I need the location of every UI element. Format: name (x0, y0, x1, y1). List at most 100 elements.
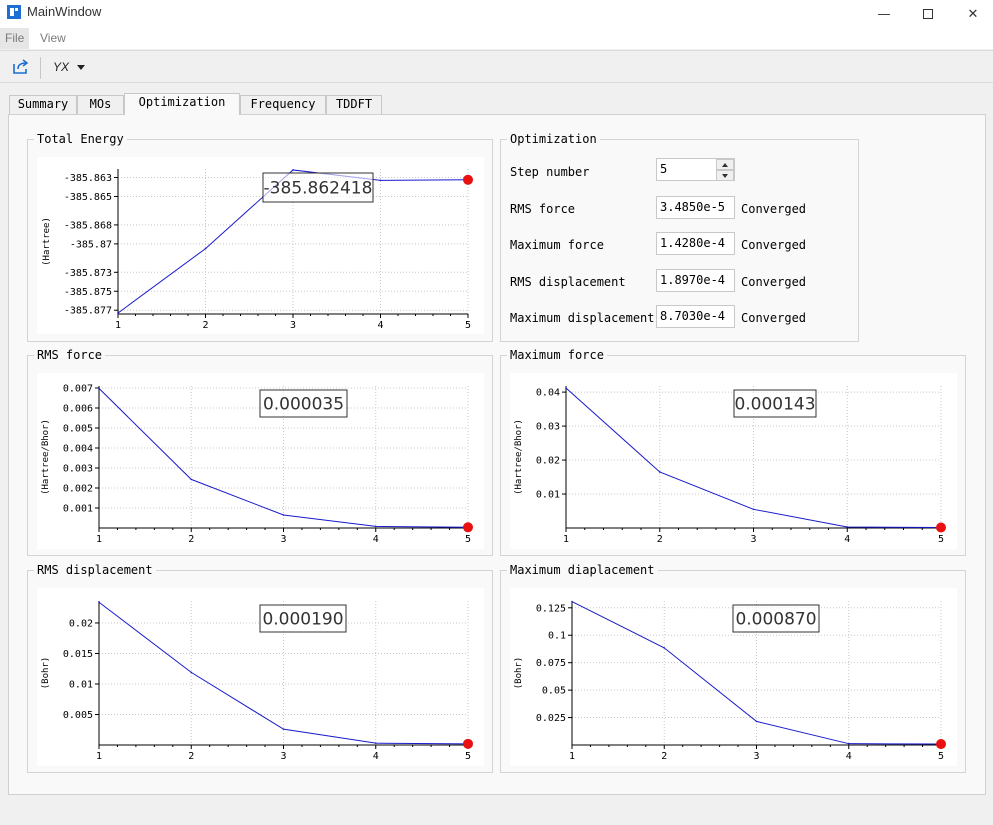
data-point (379, 179, 382, 182)
chart-title: RMS force (34, 348, 106, 362)
current-step-marker (936, 739, 946, 750)
value-annotation-box (262, 172, 374, 203)
maximum-displacement-group: Maximum diaplacement 1 2 3 4 5 0.125 0.1 0.075 0… (500, 563, 966, 773)
export-button[interactable] (10, 57, 32, 77)
x-tick-label: 2 (661, 751, 667, 762)
x-tick-label: 3 (280, 751, 286, 762)
axis-select[interactable]: YX (50, 57, 90, 77)
data-point (374, 742, 377, 744)
data-point (190, 671, 193, 674)
menu-file[interactable]: File (0, 28, 30, 49)
y-tick-label: -385.865 (64, 192, 112, 203)
current-step-marker (463, 522, 473, 533)
export-icon (13, 59, 29, 74)
y-tick-label: -385.863 (64, 173, 112, 184)
x-tick-label: 3 (750, 534, 756, 545)
x-tick-label: 1 (569, 751, 575, 762)
y-tick-label: 0.01 (69, 679, 93, 690)
rms-force-label: RMS force (510, 202, 576, 216)
maximum-force-chart: 1 2 3 4 5 0.04 0.03 0.02 0.01 (Hartree/Bhor) 0.000… (510, 373, 957, 549)
maximize-button[interactable] (905, 0, 951, 28)
rms-displacement-plot: 1 2 3 4 5 0.02 0.015 0.01 0.005 (Bohr) 0.000190 (41, 601, 473, 762)
chart-title: RMS displacement (34, 563, 156, 577)
maximum-force-field[interactable]: 1.4280e-4 (656, 232, 735, 255)
x-tick-label: 1 (115, 320, 121, 331)
y-tick-label: 0.002 (63, 484, 93, 495)
maximum-displacement-field[interactable]: 8.7030e-4 (656, 305, 735, 328)
y-tick-label: 0.007 (63, 384, 93, 395)
rms-force-group: RMS force 1 2 3 4 5 0.007 0.006 0.005 0.004 0.003… (27, 348, 493, 556)
maximum-force-status: Converged (741, 238, 807, 252)
x-tick-label: 5 (465, 320, 471, 331)
step-number-value: 5 (660, 162, 668, 176)
y-tick-label: 0.02 (536, 456, 560, 467)
maximize-icon (923, 9, 933, 19)
maximum-displacement-status: Converged (741, 311, 807, 325)
x-tick-label: 1 (96, 534, 102, 545)
step-number-label: Step number (510, 165, 590, 179)
data-point (292, 169, 294, 171)
y-tick-label: 0.001 (63, 504, 93, 515)
spin-down-button[interactable] (716, 170, 734, 181)
chart-title: Total Energy (34, 132, 127, 146)
y-tick-label: 0.015 (63, 649, 93, 660)
tab-tddft[interactable]: TDDFT (326, 95, 382, 114)
y-tick-label: 0.005 (63, 424, 93, 435)
step-number-spinbox[interactable]: 5 (656, 158, 735, 181)
maximum-displacement-label: Maximum displacement (510, 311, 655, 325)
data-point (204, 247, 207, 250)
rms-displacement-chart: 1 2 3 4 5 0.02 0.015 0.01 0.005 (Bohr) 0.000190 (37, 588, 484, 766)
value-annotation: -385.862418 (264, 179, 373, 199)
x-tick-label: 2 (657, 534, 663, 545)
data-point (755, 720, 758, 723)
app-icon (7, 5, 21, 19)
close-button[interactable]: ✕ (950, 0, 993, 28)
rms-displacement-field[interactable]: 1.8970e-4 (656, 269, 735, 292)
y-tick-label: 0.02 (69, 618, 93, 629)
tab-frequency[interactable]: Frequency (240, 95, 326, 114)
chart-title: Maximum force (507, 348, 607, 362)
y-tick-label: 0.1 (548, 631, 566, 642)
title-bar[interactable]: MainWindow — ✕ (0, 0, 993, 28)
x-tick-label: 5 (465, 751, 471, 762)
menu-view[interactable]: View (40, 31, 66, 45)
data-point (374, 525, 377, 528)
total-energy-plot: 1 2 3 4 5 -385.863 -385.865 -385.868 -385.87 -385… (42, 169, 473, 331)
data-point (847, 742, 850, 745)
y-tick-label: -385.877 (64, 306, 112, 317)
value-annotation: 0.000870 (735, 610, 816, 630)
rms-force-field[interactable]: 3.4850e-5 (656, 196, 735, 219)
y-axis-label: (Bohr) (514, 657, 524, 690)
maximum-force-plot: 1 2 3 4 5 0.04 0.03 0.02 0.01 (Hartree/Bhor) 0.000… (514, 386, 946, 545)
y-axis-label: (Bohr) (41, 657, 51, 690)
y-tick-label: 0.03 (536, 422, 560, 433)
optimization-group-title: Optimization (507, 132, 600, 146)
data-point (752, 508, 755, 511)
maximum-displacement-plot: 1 2 3 4 5 0.125 0.1 0.075 0.05 0.025 (Bohr) 0.00087… (514, 600, 946, 762)
y-tick-label: 0.025 (536, 713, 566, 724)
tab-summary[interactable]: Summary (9, 95, 77, 114)
tab-optimization[interactable]: Optimization (124, 93, 240, 115)
data-point (282, 728, 285, 730)
spin-up-button[interactable] (716, 159, 734, 170)
y-tick-label: 0.125 (536, 603, 566, 614)
chart-title: Maximum diaplacement (507, 563, 658, 577)
tab-mos[interactable]: MOs (77, 95, 124, 114)
minimize-icon: — (877, 6, 891, 22)
x-tick-label: 1 (563, 534, 569, 545)
x-tick-label: 5 (938, 751, 944, 762)
axis-select-value: YX (53, 60, 70, 74)
x-tick-label: 4 (846, 751, 852, 762)
y-axis-label: (Hartree/Bhor) (514, 419, 524, 495)
maximum-displacement-chart: 1 2 3 4 5 0.125 0.1 0.075 0.05 0.025 (Bohr) 0.00087… (510, 588, 957, 766)
x-tick-label: 4 (373, 534, 379, 545)
close-icon: ✕ (967, 6, 979, 22)
current-step-marker (463, 738, 473, 749)
y-tick-label: 0.003 (63, 464, 93, 475)
data-point (663, 647, 666, 649)
x-tick-label: 1 (96, 751, 102, 762)
x-tick-label: 5 (465, 534, 471, 545)
minimize-button[interactable]: — (861, 0, 907, 28)
y-tick-label: 0.005 (63, 710, 93, 721)
rms-force-plot: 1 2 3 4 5 0.007 0.006 0.005 0.004 0.003 0.002 0.001… (41, 384, 473, 545)
